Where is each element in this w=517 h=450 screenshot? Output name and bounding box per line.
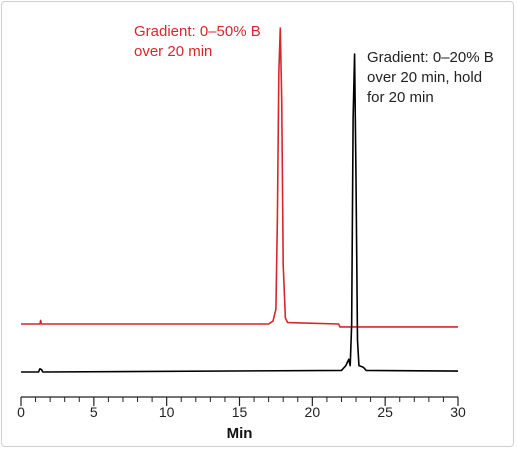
annotation-line: over 20 min, hold	[367, 69, 482, 86]
trace-black	[21, 53, 459, 373]
x-axis: 0 5 10 15 20 25 30 Min	[17, 396, 466, 442]
annotation-line: Gradient: 0–50% B	[134, 23, 261, 40]
x-axis-minor-ticks	[35, 397, 444, 402]
annotation-black: Gradient: 0–20% B over 20 min, hold for 20…	[367, 49, 494, 106]
x-tick-label: 15	[232, 404, 248, 420]
traces	[21, 27, 459, 373]
x-tick-label: 20	[305, 404, 321, 420]
x-axis-tick-labels: 0 5 10 15 20 25 30	[17, 404, 466, 420]
annotation-line: for 20 min	[367, 89, 434, 106]
x-tick-label: 25	[377, 404, 393, 420]
annotation-line: over 20 min	[134, 43, 212, 60]
x-tick-label: 0	[17, 404, 25, 420]
x-tick-label: 10	[159, 404, 175, 420]
annotation-red: Gradient: 0–50% B over 20 min	[134, 23, 261, 60]
trace-red	[21, 27, 458, 328]
x-axis-major-ticks	[20, 397, 459, 406]
x-axis-title: Min	[227, 425, 253, 442]
x-tick-label: 30	[450, 404, 466, 420]
annotation-line: Gradient: 0–20% B	[367, 49, 494, 66]
x-tick-label: 5	[90, 404, 98, 420]
